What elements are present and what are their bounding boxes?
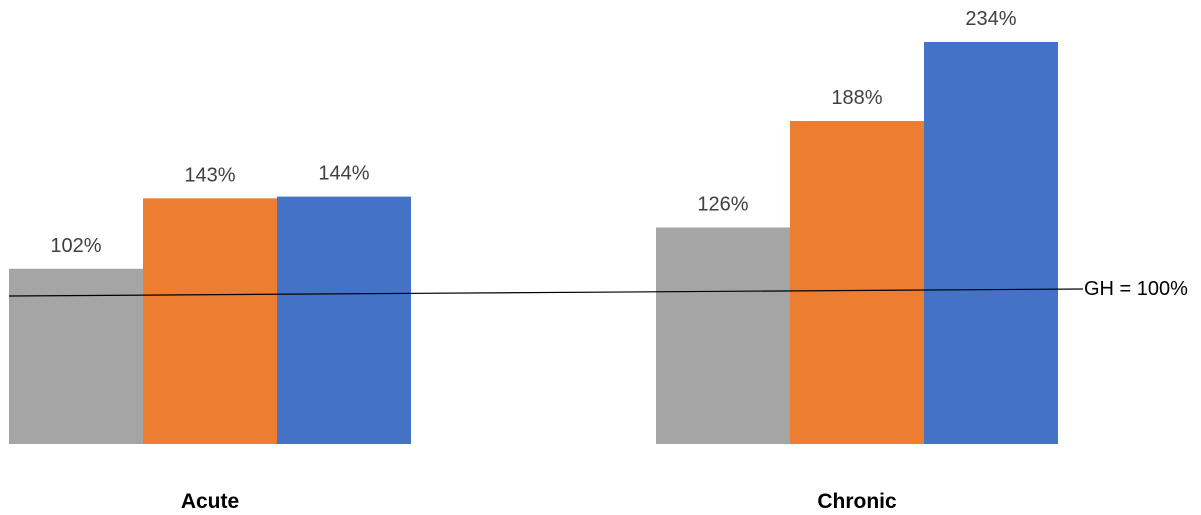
data-label-acute-3: 144% xyxy=(318,163,369,185)
data-label-chronic-2: 188% xyxy=(831,87,882,109)
data-label-chronic-1: 126% xyxy=(697,194,748,216)
category-label-chronic: Chronic xyxy=(817,490,897,513)
reference-line-label: GH = 100% xyxy=(1084,278,1188,300)
bar-chronic-1 xyxy=(656,227,790,444)
bar-acute-2 xyxy=(143,198,277,444)
reference-line xyxy=(8,288,1084,297)
bar-group-chronic: 126% 188% 234% xyxy=(656,8,1058,445)
data-label-acute-2: 143% xyxy=(184,164,235,186)
bar-acute-3 xyxy=(277,196,411,444)
data-label-acute-1: 102% xyxy=(50,235,101,257)
bar-acute-1 xyxy=(9,268,143,444)
data-label-chronic-3: 234% xyxy=(965,8,1016,30)
category-label-acute: Acute xyxy=(181,490,239,513)
bar-group-acute: 102% 143% 144% xyxy=(9,163,411,444)
bar-chronic-2 xyxy=(790,121,924,445)
bar-chronic-3 xyxy=(924,42,1058,444)
